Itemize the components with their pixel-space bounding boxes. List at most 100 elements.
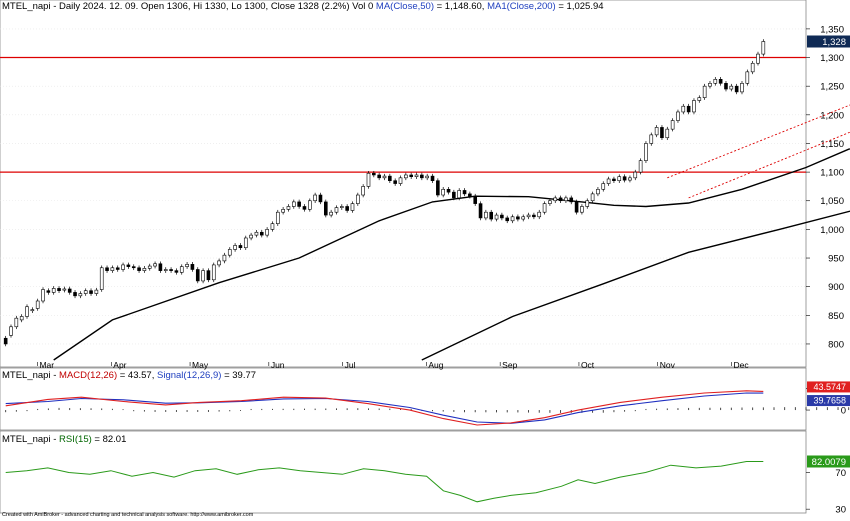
candle-body	[238, 245, 243, 249]
candle-body	[430, 175, 435, 181]
candle-body	[542, 203, 547, 213]
candle-body	[617, 176, 622, 181]
candle-body	[377, 174, 381, 179]
candle-body	[468, 193, 472, 197]
candle-body	[302, 206, 307, 210]
candle-body	[83, 290, 88, 294]
candle-body	[249, 234, 253, 239]
candle-body	[275, 211, 280, 224]
price-tick-label: 1,150	[820, 139, 844, 150]
rsi-tick-label: 70	[835, 468, 846, 479]
candle-body	[478, 203, 483, 219]
ma200-line	[421, 210, 850, 361]
price-tick-label: 1,250	[820, 82, 844, 93]
month-axis: Mar Apr May Jun Jul Aug Sep Oct Nov Dec	[37, 360, 749, 370]
month-label: Aug	[428, 360, 443, 370]
candle-body	[756, 53, 760, 64]
candle-body	[206, 270, 211, 281]
signal-value-box	[807, 395, 850, 407]
candle-body	[78, 293, 83, 297]
candle-body	[9, 326, 13, 336]
month-label: Nov	[660, 360, 676, 370]
candle-body	[243, 237, 248, 249]
candle-body	[131, 266, 136, 269]
price-axis: 800 850 900 950 1,000 1,050 1,100 1,150 1,200 1,2…	[806, 24, 844, 350]
moving-averages	[53, 148, 850, 361]
candle-body	[761, 41, 766, 55]
price-tick-label: 950	[828, 254, 844, 265]
candle-body	[73, 292, 77, 297]
candle-body	[414, 174, 419, 177]
macd-pane-frame	[0, 367, 807, 431]
candle-body	[425, 175, 429, 179]
candle-body	[750, 62, 755, 73]
candle-body	[318, 194, 323, 203]
macd-legend-value: = 43.57,	[117, 370, 157, 381]
main-pane-frame	[0, 0, 807, 368]
candle-body	[345, 206, 349, 211]
candle-body	[628, 177, 632, 181]
candle-body	[660, 127, 664, 139]
candle-body	[62, 288, 67, 291]
candle-body	[308, 200, 312, 210]
price-tick-label: 1,000	[820, 225, 844, 236]
candle-body	[494, 214, 499, 220]
candle-body	[521, 216, 526, 220]
candle-body	[57, 288, 61, 291]
candle-body	[729, 85, 734, 90]
candle-body	[553, 197, 558, 202]
candle-body	[665, 128, 670, 139]
candle-body	[3, 337, 8, 345]
candle-body	[169, 269, 173, 271]
candle-body	[510, 216, 515, 222]
candle-body	[500, 214, 504, 219]
rsi-header-prefix: MTEL_napi -	[2, 434, 60, 445]
macd-value-box	[807, 381, 850, 393]
candle-body	[126, 264, 131, 267]
candlestick-series	[3, 39, 766, 347]
candle-body	[388, 175, 392, 181]
candle-body	[121, 264, 125, 270]
candle-body	[489, 211, 494, 220]
macd-value-label: 43.5747	[813, 382, 846, 392]
rsi-legend-value: = 82.01	[91, 434, 127, 445]
candle-body	[265, 229, 269, 236]
candle-body	[590, 193, 595, 202]
candle-body	[67, 288, 72, 293]
candle-body	[745, 71, 750, 84]
signal-legend: Signal(12,26,9)	[157, 370, 222, 381]
candle-body	[222, 254, 227, 262]
candle-body	[697, 97, 702, 101]
candle-body	[174, 270, 179, 273]
price-tick-label: 900	[828, 282, 844, 293]
month-label: Mar	[39, 360, 54, 370]
candle-body	[574, 201, 579, 213]
ma200-legend-value: = 1,025.94	[555, 1, 604, 12]
candle-body	[622, 176, 627, 181]
candle-body	[46, 290, 51, 293]
month-label: Dec	[734, 360, 750, 370]
candle-body	[452, 191, 456, 199]
candle-body	[291, 201, 296, 207]
main-header: MTEL_napi - Daily 2024. 12. 09. Open 130…	[2, 1, 604, 12]
candle-body	[211, 264, 216, 281]
candle-body	[462, 190, 467, 195]
candle-body	[270, 223, 275, 230]
month-label: Jun	[271, 360, 285, 370]
candle-body	[30, 309, 35, 312]
candle-body	[740, 83, 744, 93]
candle-body	[670, 120, 675, 130]
candle-body	[147, 265, 152, 269]
candle-body	[51, 288, 56, 293]
candle-body	[446, 188, 451, 193]
candle-body	[372, 172, 376, 176]
channel-upper-line	[667, 104, 850, 179]
candle-body	[601, 183, 606, 190]
candle-body	[676, 111, 680, 121]
month-label: Apr	[113, 360, 126, 370]
candle-body	[564, 197, 568, 202]
candle-body	[334, 207, 339, 213]
last-price-box	[807, 35, 850, 48]
main-gridlines	[0, 28, 806, 345]
